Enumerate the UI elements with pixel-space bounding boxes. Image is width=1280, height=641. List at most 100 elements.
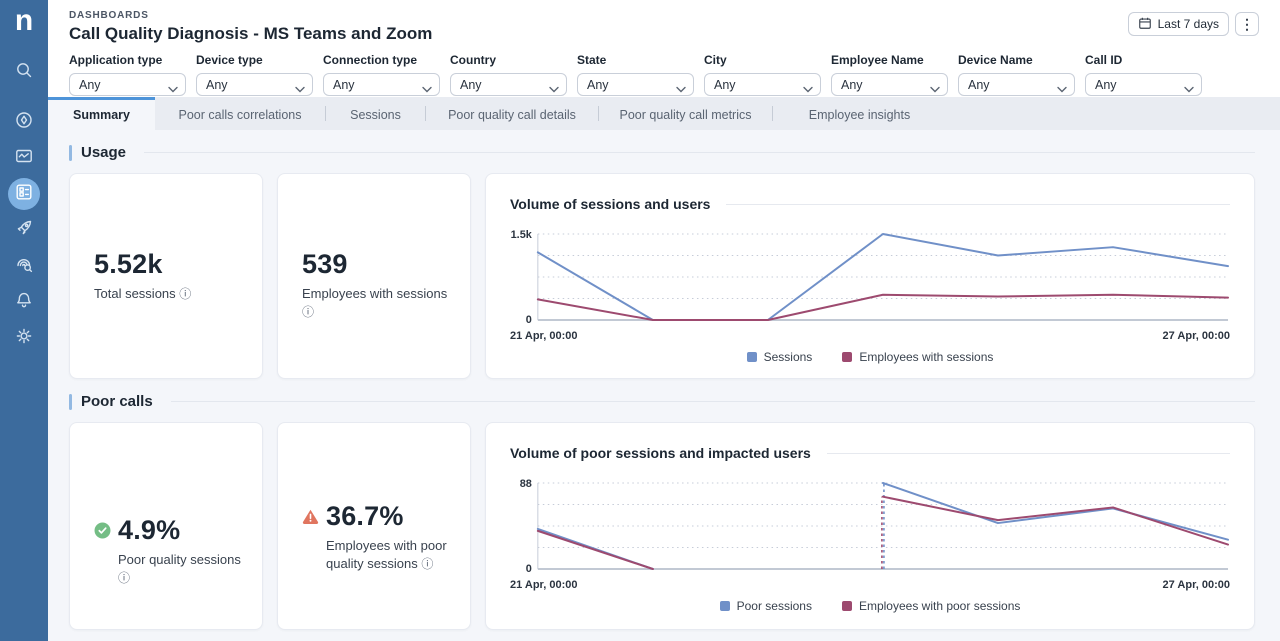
nexthink-logo: n bbox=[14, 4, 34, 37]
tab-employee-insights[interactable]: Employee insights bbox=[808, 108, 911, 122]
legend-swatch bbox=[746, 352, 757, 362]
sidebar-nav bbox=[0, 36, 48, 354]
chart-legend: Sessions Employees with sessions bbox=[510, 350, 1230, 364]
date-range-label: Last 7 days bbox=[1157, 17, 1219, 31]
legend-swatch bbox=[841, 601, 852, 611]
header-actions: Last 7 days ⋮ bbox=[1127, 12, 1259, 36]
kpi-card-total-sessions: 5.52k Total sessions ⓘ bbox=[69, 173, 263, 379]
select-value: Any bbox=[206, 77, 228, 92]
kpi-card-poor-quality-sessions: 4.9% Poor quality sessions ⓘ bbox=[69, 422, 263, 630]
tab-separator bbox=[598, 106, 599, 121]
kpi-value: 4.9% bbox=[118, 515, 181, 545]
device-type-select[interactable]: Any bbox=[196, 73, 313, 96]
tab-separator bbox=[425, 106, 426, 121]
select-value: Any bbox=[714, 77, 736, 92]
tab-sessions[interactable]: Sessions bbox=[350, 108, 401, 122]
filter-bar: Application type Any Device type Any Con… bbox=[69, 53, 1259, 96]
more-options-button[interactable]: ⋮ bbox=[1235, 12, 1259, 36]
tab-poor-calls-correlations[interactable]: Poor calls correlations bbox=[178, 108, 302, 122]
employee-name-select[interactable]: Any bbox=[831, 73, 948, 96]
kpi-label: Employees with sessions ⓘ bbox=[302, 286, 448, 319]
sidebar-item-notifications[interactable] bbox=[8, 286, 40, 318]
tab-summary[interactable]: Summary bbox=[48, 97, 155, 130]
legend-swatch bbox=[842, 352, 853, 362]
sidebar: n bbox=[0, 0, 48, 641]
legend-item-poor-sessions[interactable]: Poor sessions bbox=[719, 599, 812, 613]
section-divider bbox=[144, 152, 1255, 153]
chevron-down-icon bbox=[295, 82, 305, 96]
select-value: Any bbox=[79, 77, 101, 92]
sidebar-item-investigations[interactable] bbox=[8, 250, 40, 282]
legend-item-employees-poor-sessions[interactable]: Employees with poor sessions bbox=[841, 599, 1020, 613]
chevron-down-icon bbox=[803, 82, 813, 96]
chart-card-poor-sessions: Volume of poor sessions and impacted use… bbox=[485, 422, 1255, 630]
chart-title-divider bbox=[726, 203, 1230, 205]
section-poor-calls-header: Poor calls bbox=[69, 393, 1255, 410]
device-name-select[interactable]: Any bbox=[958, 73, 1075, 96]
svg-text:88: 88 bbox=[520, 478, 532, 490]
info-icon[interactable]: ⓘ bbox=[302, 304, 315, 319]
warning-triangle-icon bbox=[302, 508, 319, 525]
legend-label: Poor sessions bbox=[736, 599, 812, 613]
select-value: Any bbox=[968, 77, 990, 92]
sidebar-item-dashboards[interactable] bbox=[8, 178, 40, 210]
section-accent-bar bbox=[69, 144, 72, 161]
breadcrumb[interactable]: DASHBOARDS bbox=[69, 10, 149, 21]
tab-separator bbox=[772, 106, 773, 121]
filter-label: Country bbox=[450, 53, 496, 67]
legend-label: Sessions bbox=[763, 350, 813, 364]
call-id-select[interactable]: Any bbox=[1085, 73, 1202, 96]
sidebar-item-monitoring[interactable] bbox=[8, 142, 40, 174]
filter-call-id: Call ID Any bbox=[1085, 53, 1202, 96]
application-type-select[interactable]: Any bbox=[69, 73, 186, 96]
legend-item-sessions[interactable]: Sessions bbox=[746, 350, 813, 364]
chevron-down-icon bbox=[549, 82, 559, 96]
info-icon[interactable]: ⓘ bbox=[421, 556, 434, 571]
country-select[interactable]: Any bbox=[450, 73, 567, 96]
x-axis-end-label: 27 Apr, 00:00 bbox=[1162, 579, 1230, 591]
sidebar-item-settings[interactable] bbox=[8, 322, 40, 354]
date-range-button[interactable]: Last 7 days bbox=[1127, 12, 1229, 36]
x-axis-labels: 21 Apr, 00:00 27 Apr, 00:00 bbox=[510, 330, 1230, 342]
sidebar-item-search[interactable] bbox=[8, 56, 40, 88]
legend-swatch bbox=[719, 601, 730, 611]
filter-label: Device type bbox=[196, 53, 263, 67]
svg-text:0: 0 bbox=[526, 314, 532, 326]
x-axis-start-label: 21 Apr, 00:00 bbox=[510, 579, 578, 591]
line-chart: 88 0 bbox=[510, 473, 1230, 575]
legend-label: Employees with sessions bbox=[859, 350, 994, 364]
connection-type-select[interactable]: Any bbox=[323, 73, 440, 96]
tab-poor-quality-call-metrics[interactable]: Poor quality call metrics bbox=[619, 108, 752, 122]
filter-employee-name: Employee Name Any bbox=[831, 53, 948, 96]
section-accent-bar bbox=[69, 393, 72, 410]
filter-application-type: Application type Any bbox=[69, 53, 186, 96]
chart-legend: Poor sessions Employees with poor sessio… bbox=[510, 599, 1230, 613]
sidebar-item-overview[interactable] bbox=[8, 106, 40, 138]
tab-poor-quality-call-details[interactable]: Poor quality call details bbox=[448, 108, 576, 122]
filter-label: Application type bbox=[69, 53, 163, 67]
filter-connection-type: Connection type Any bbox=[323, 53, 440, 96]
filter-label: City bbox=[704, 53, 727, 67]
poor-calls-row: 4.9% Poor quality sessions ⓘ 36.7% Emplo… bbox=[69, 422, 1255, 630]
info-icon[interactable]: ⓘ bbox=[179, 287, 192, 301]
kpi-value: 5.52k bbox=[94, 249, 163, 279]
x-axis-start-label: 21 Apr, 00:00 bbox=[510, 330, 578, 342]
section-title: Usage bbox=[81, 144, 127, 161]
sidebar-item-campaigns[interactable] bbox=[8, 214, 40, 246]
section-title: Poor calls bbox=[81, 393, 153, 410]
compass-icon bbox=[14, 110, 34, 135]
filter-country: Country Any bbox=[450, 53, 567, 96]
city-select[interactable]: Any bbox=[704, 73, 821, 96]
kpi-label: Employees with poor quality sessions ⓘ bbox=[326, 538, 447, 571]
svg-text:0: 0 bbox=[526, 563, 532, 575]
search-icon bbox=[14, 60, 34, 85]
filter-label: Device Name bbox=[958, 53, 1033, 67]
chevron-down-icon bbox=[422, 82, 432, 96]
chart-title: Volume of sessions and users bbox=[510, 196, 711, 212]
state-select[interactable]: Any bbox=[577, 73, 694, 96]
info-icon[interactable]: ⓘ bbox=[118, 570, 131, 585]
check-circle-icon bbox=[94, 522, 111, 539]
dashboards-icon bbox=[14, 182, 34, 207]
chevron-down-icon bbox=[676, 82, 686, 96]
legend-item-employees-with-sessions[interactable]: Employees with sessions bbox=[842, 350, 993, 364]
